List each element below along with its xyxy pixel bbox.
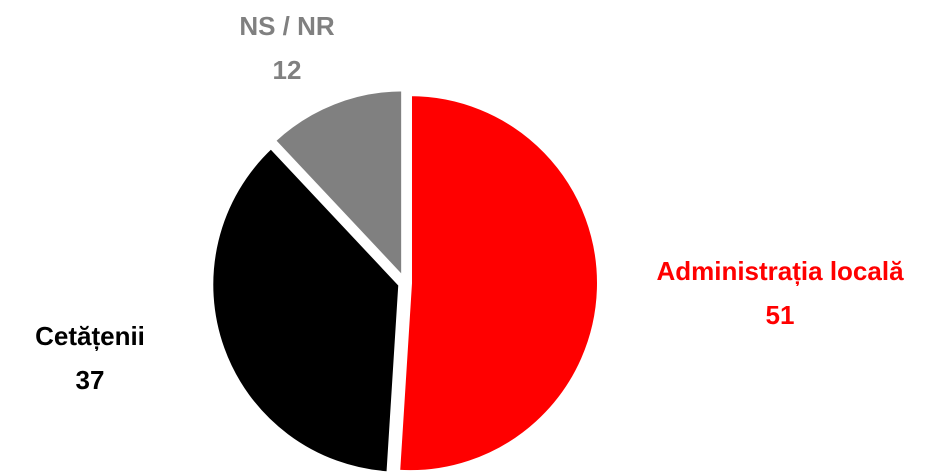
slice-label: NS / NR bbox=[239, 11, 335, 41]
slice-value: 37 bbox=[76, 365, 105, 395]
slice-value: 12 bbox=[273, 55, 302, 85]
slice-value: 51 bbox=[766, 300, 795, 330]
pie-slice bbox=[270, 87, 406, 284]
slice-label: Administrația locală bbox=[656, 256, 904, 286]
pie-slice bbox=[396, 92, 601, 474]
slice-label: Cetățenii bbox=[35, 321, 145, 351]
pie-slice bbox=[209, 144, 403, 474]
